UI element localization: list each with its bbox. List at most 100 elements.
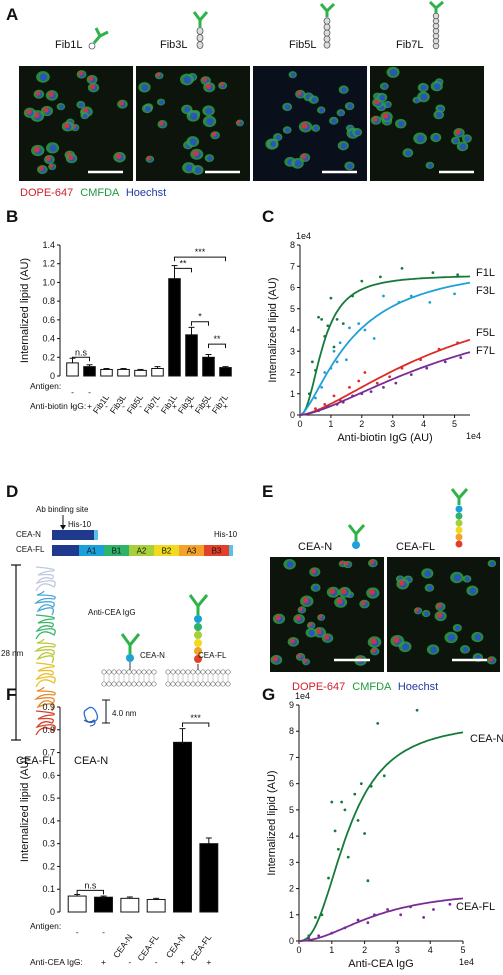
cell-nucleus (379, 94, 386, 101)
significance-bracket (182, 722, 210, 727)
lipid-signal (311, 568, 317, 574)
bar (67, 895, 87, 913)
lipid-signal (308, 622, 313, 627)
data-point (372, 337, 376, 340)
data-point (363, 371, 367, 374)
cell-nucleus (190, 112, 198, 120)
significance-bracket (208, 343, 226, 349)
significance-bracket (76, 889, 104, 895)
bar (202, 356, 215, 377)
cell-nucleus (405, 150, 412, 157)
panel-label-a: A (6, 5, 18, 24)
data-point (363, 832, 366, 835)
data-point (326, 324, 330, 328)
lipid-signal (115, 153, 122, 159)
data-point (341, 400, 345, 404)
y-tick-label: 0.6 (42, 315, 55, 325)
fit-curve (299, 281, 471, 416)
lipid-signal (156, 72, 161, 77)
data-point (388, 375, 392, 379)
bar (219, 367, 232, 377)
lipid-signal (272, 656, 279, 662)
cell-nucleus (313, 585, 319, 591)
lipid-head (126, 681, 132, 687)
lipid-signal (370, 638, 377, 645)
fit-curve (298, 731, 464, 942)
cell-nucleus (414, 98, 420, 103)
data-point (437, 347, 441, 351)
lipid-head (141, 681, 147, 687)
lipid-signal (301, 154, 307, 159)
domain-segment (154, 545, 179, 556)
micrograph-fib3l (136, 66, 250, 181)
data-point (400, 266, 404, 270)
bar (173, 741, 192, 913)
lipid-signal (297, 653, 302, 659)
cell-nucleus (420, 93, 428, 101)
panel-a-constructs: Fib1L Fib3L Fib5L Fib7L (55, 0, 444, 51)
data-point (346, 855, 350, 859)
lipid-signal (372, 116, 378, 122)
lipid-signal (368, 589, 375, 596)
cell-nucleus (308, 629, 315, 637)
cea-fl-n-domain (52, 545, 79, 556)
antibody-icon (188, 594, 209, 615)
data-point (359, 782, 363, 786)
lipid-head (165, 669, 171, 675)
cell-nucleus (427, 585, 433, 591)
data-point (382, 385, 385, 389)
lipid-head (200, 669, 206, 675)
lipid-signal (301, 122, 308, 129)
cell-nucleus (207, 155, 213, 161)
x-tick-label: 4 (428, 945, 433, 955)
lipid-signal (361, 600, 366, 606)
igg-label: - (128, 957, 131, 967)
lipid-signal (369, 559, 375, 565)
data-point (323, 334, 327, 338)
ab-site-arrowhead (60, 525, 66, 530)
bar (83, 366, 96, 377)
cea-n-structure (83, 706, 99, 727)
data-point (310, 360, 314, 364)
y-axis-label: Internalized lipid (AU) (19, 757, 31, 862)
structure-segment (34, 638, 56, 664)
data-point (378, 275, 382, 279)
y-tick-label: 0 (289, 936, 294, 946)
fit-curve (299, 275, 470, 416)
fib5l-construct-icon (319, 2, 336, 49)
y-tick-label: 9 (289, 700, 294, 710)
data-point (335, 402, 339, 406)
x-tick-label: 5 (452, 419, 457, 429)
cea-fl-domain (194, 631, 202, 639)
stain-legend-a: DOPE-647 CMFDA Hoechst (20, 187, 166, 199)
cell-nucleus (183, 75, 192, 84)
data-point (320, 317, 324, 321)
lipid-signal (393, 636, 400, 644)
data-point (336, 847, 340, 851)
lipid-head (220, 681, 226, 687)
e-cea-n-icon (347, 524, 366, 549)
cea-fl-domain (455, 519, 463, 527)
antigen-label: - (88, 387, 91, 397)
antigen-label: - (71, 387, 74, 397)
igg-label: + (206, 957, 211, 967)
significance-label: ** (179, 258, 187, 268)
stain-hoechst: Hoechst (398, 681, 438, 693)
lipid-head (116, 681, 122, 687)
antigen-label: CEA-N (164, 932, 187, 959)
cell-nucleus (453, 138, 459, 144)
y-tick-label: 3 (290, 346, 295, 356)
cell-nucleus (286, 561, 294, 568)
lipid-signal (78, 71, 83, 76)
lipid-signal (33, 146, 40, 153)
x-tick-label: 4 (421, 419, 426, 429)
bar (146, 898, 166, 913)
cea-fl-domain (455, 526, 463, 534)
domain-segment (104, 545, 129, 556)
lipid-signal (48, 91, 54, 98)
lipid-signal (323, 634, 330, 640)
lipid-signal (315, 628, 322, 635)
lipid-signal (205, 83, 211, 89)
data-point (329, 366, 333, 370)
igg-label: + (223, 401, 228, 411)
